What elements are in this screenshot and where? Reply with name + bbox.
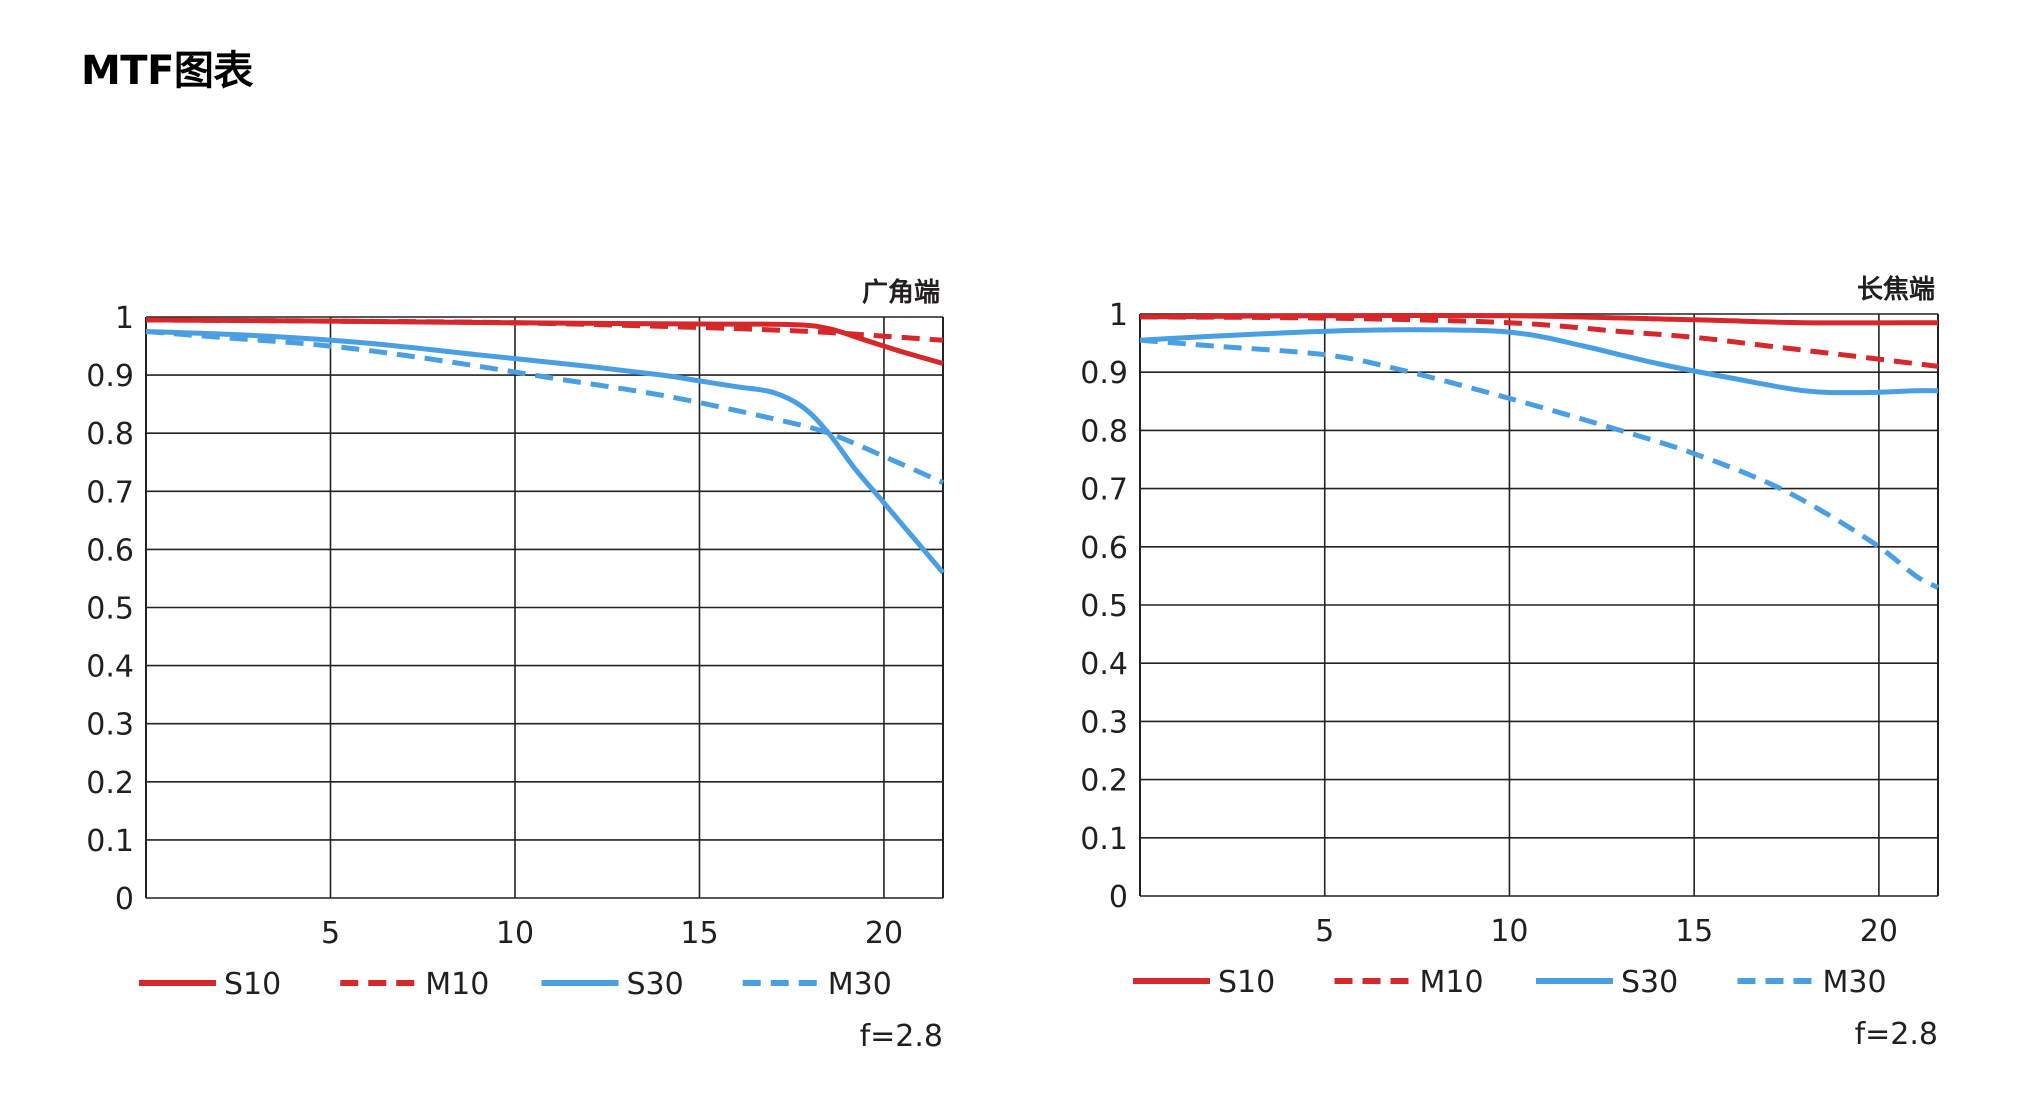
legend-item-m30: M30 <box>742 967 892 1002</box>
legend-item-m30: M30 <box>1737 965 1887 1000</box>
legend-item-s30: S30 <box>1536 965 1678 1000</box>
legend-item-s10: S10 <box>139 967 281 1002</box>
y-tick-label: 1 <box>115 301 134 336</box>
legend-label: M30 <box>828 967 892 1002</box>
y-tick-label: 0.3 <box>86 708 134 743</box>
aperture-note: f=2.8 <box>1855 1017 1938 1052</box>
y-tick-label: 0.9 <box>1080 356 1128 391</box>
y-tick-label: 0.9 <box>86 359 134 394</box>
aperture-note: f=2.8 <box>860 1019 943 1054</box>
y-tick-label: 0.3 <box>1080 705 1128 740</box>
legend-label: M10 <box>1420 965 1484 1000</box>
legend-item-s10: S10 <box>1133 965 1275 1000</box>
legend: S10 M10 S30 M30 <box>1133 965 1887 1000</box>
y-tick-label: 0.5 <box>1080 589 1128 624</box>
chart-title: 长焦端 <box>1857 274 1935 305</box>
x-tick-label: 20 <box>865 916 903 951</box>
y-tick-label: 0 <box>1109 880 1128 915</box>
x-tick-label: 15 <box>680 916 718 951</box>
y-tick-label: 0.7 <box>86 475 134 510</box>
legend: S10 M10 S30 M30 <box>139 967 892 1002</box>
series-line-m10 <box>1139 314 1939 369</box>
y-tick-label: 0.7 <box>1080 473 1128 508</box>
legend-label: M10 <box>425 967 489 1002</box>
y-tick-label: 0.1 <box>1080 822 1128 857</box>
y-tick-label: 0 <box>115 882 134 917</box>
x-tick-label: 5 <box>321 916 340 951</box>
series-line-m10 <box>145 317 944 343</box>
plot-area <box>1139 313 1939 897</box>
legend-item-s30: S30 <box>541 967 684 1002</box>
plot-area <box>145 316 944 899</box>
x-tick-label: 15 <box>1675 914 1713 949</box>
chart-wide-angle: 00.10.20.30.40.50.60.70.80.915 10 15 20广角端S… <box>86 277 945 1054</box>
y-tick-label: 0.6 <box>1080 531 1128 566</box>
y-tick-label: 0.6 <box>86 533 134 568</box>
x-tick-label: 20 <box>1860 914 1898 949</box>
y-tick-label: 0.1 <box>86 824 134 859</box>
x-tick-label: 5 <box>1315 914 1334 949</box>
legend-item-m10: M10 <box>1334 965 1484 1000</box>
y-tick-label: 0.2 <box>86 766 134 801</box>
y-tick-label: 0.2 <box>1080 764 1128 799</box>
x-tick-label: 10 <box>496 916 534 951</box>
series-line-m30 <box>145 329 945 485</box>
chart-telephoto: 00.10.20.30.40.50.60.70.80.915 10 15 20长焦端S… <box>1080 274 1940 1052</box>
y-tick-label: 0.4 <box>1080 647 1128 682</box>
y-tick-label: 0.5 <box>86 592 134 627</box>
legend-label: M30 <box>1823 965 1887 1000</box>
y-tick-label: 0.8 <box>86 417 134 452</box>
legend-label: S10 <box>224 967 281 1002</box>
legend-item-m10: M10 <box>340 967 489 1002</box>
x-tick-label: 10 <box>1490 914 1528 949</box>
chart-title: 广角端 <box>862 277 940 308</box>
y-tick-label: 0.8 <box>1080 414 1128 449</box>
series-line-m30 <box>1139 337 1940 590</box>
legend-label: S30 <box>627 967 684 1002</box>
legend-label: S30 <box>1621 965 1678 1000</box>
series-line-s30 <box>1139 327 1939 396</box>
legend-label: S10 <box>1218 965 1275 1000</box>
y-tick-label: 1 <box>1109 298 1128 333</box>
y-tick-label: 0.4 <box>86 650 134 685</box>
page-title: MTF图表 <box>81 48 253 94</box>
series-group <box>1139 312 1940 590</box>
series-group <box>145 317 945 575</box>
series-line-s30 <box>145 329 945 575</box>
